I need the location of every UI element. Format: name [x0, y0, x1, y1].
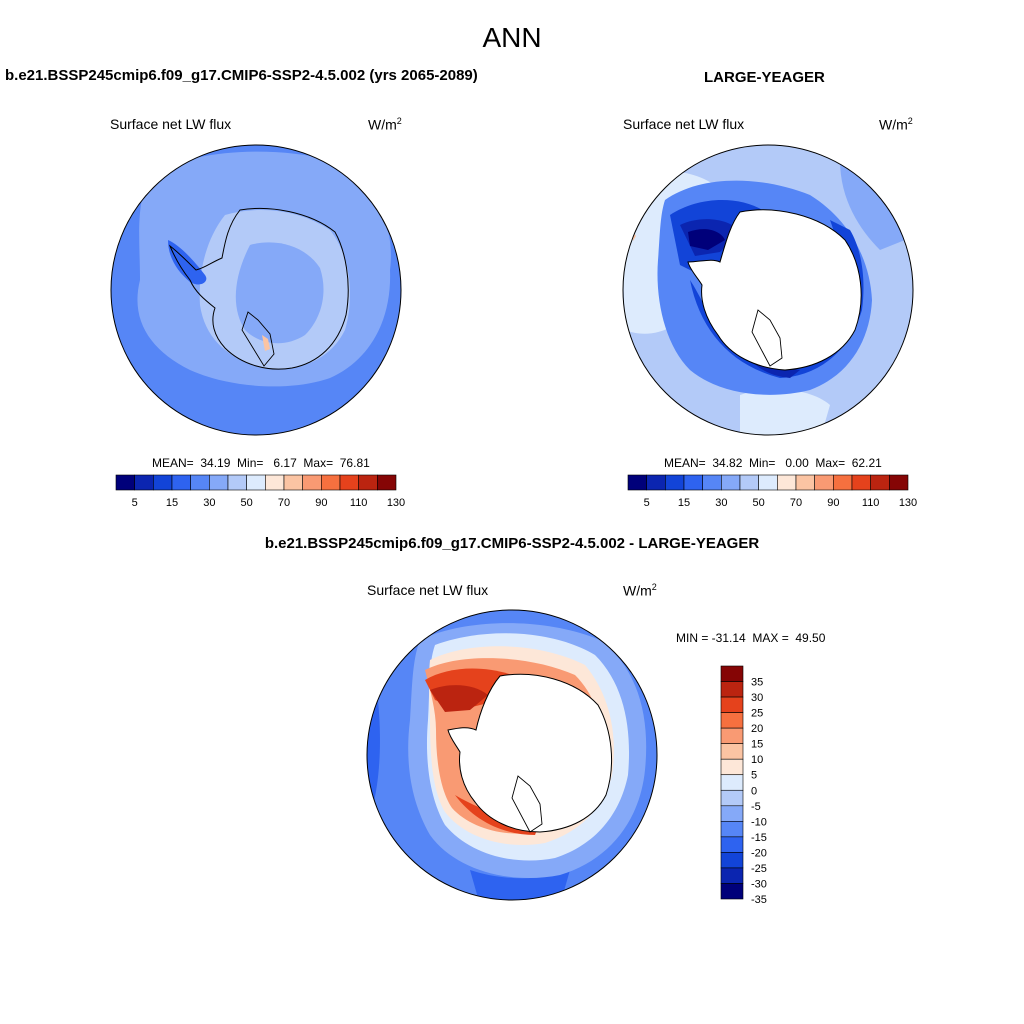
- diff-panel-header: b.e21.BSSP245cmip6.f09_g17.CMIP6-SSP2-4.…: [264, 535, 760, 552]
- diff-variable-label: Surface net LW flux: [367, 582, 489, 598]
- obs-colorbar-swatch: [777, 474, 797, 491]
- model-colorbar-tick-label: 130: [387, 497, 405, 509]
- obs-colorbar-tick-label: 70: [790, 497, 802, 509]
- diff-map-border: [366, 609, 658, 901]
- obs-polar-map: [623, 145, 913, 435]
- obs-units-label: W/m2: [879, 116, 913, 133]
- model-colorbar-swatch: [283, 474, 303, 491]
- obs-colorbar-swatch: [683, 474, 703, 491]
- obs-colorbar-swatch: [739, 474, 759, 491]
- diff-colorbar-swatch: [720, 774, 744, 791]
- diff-colorbar-tick-label: 5: [751, 770, 757, 782]
- obs-colorbar-swatch: [795, 474, 815, 491]
- model-colorbar-tick-label: 15: [166, 497, 178, 509]
- model-colorbar-tick-label: 70: [278, 497, 290, 509]
- diff-colorbar-tick-label: 20: [751, 723, 763, 735]
- obs-colorbar-tick-label: 15: [678, 497, 690, 509]
- diff-colorbar-tick-label: 10: [751, 754, 763, 766]
- obs-colorbar-swatch: [870, 474, 890, 491]
- obs-colorbar-swatch: [702, 474, 722, 491]
- model-colorbar-swatch: [302, 474, 322, 491]
- obs-colorbar-swatch: [646, 474, 666, 491]
- obs-colorbar: 5 15 30 50 70 90 110 130: [627, 474, 917, 509]
- diff-colorbar-tick-label: -25: [751, 863, 767, 875]
- diff-colorbar-tick-label: 25: [751, 708, 763, 720]
- model-colorbar-swatch: [377, 474, 397, 491]
- model-stats: MEAN= 34.19 Min= 6.17 Max= 76.81: [152, 456, 370, 470]
- model-colorbar-swatch: [115, 474, 135, 491]
- model-colorbar-swatch: [265, 474, 285, 491]
- diff-colorbar-tick-label: -10: [751, 816, 767, 828]
- obs-colorbar-tick-label: 130: [899, 497, 917, 509]
- obs-colorbar-swatch: [889, 474, 909, 491]
- model-colorbar-swatch: [134, 474, 154, 491]
- obs-colorbar-swatch: [758, 474, 778, 491]
- model-colorbar-swatch: [358, 474, 378, 491]
- model-colorbar-swatch: [209, 474, 229, 491]
- obs-map-border: [622, 144, 914, 436]
- page-title: ANN: [482, 22, 542, 53]
- model-polar-map: [111, 145, 401, 435]
- diff-stats: MIN = -31.14 MAX = 49.50: [676, 631, 826, 645]
- diff-polar-map: [367, 610, 657, 900]
- diff-colorbar-swatch: [720, 805, 744, 822]
- obs-colorbar-swatch: [814, 474, 834, 491]
- diff-colorbar-tick-label: -20: [751, 847, 767, 859]
- obs-colorbar-swatch: [833, 474, 853, 491]
- diff-colorbar-swatch: [720, 743, 744, 760]
- model-colorbar-swatch: [171, 474, 191, 491]
- diff-units-label: W/m2: [623, 582, 657, 599]
- diff-colorbar-swatch: [720, 852, 744, 869]
- model-colorbar-swatch: [227, 474, 247, 491]
- model-colorbar-swatch: [339, 474, 359, 491]
- model-colorbar-swatch: [246, 474, 266, 491]
- obs-colorbar-swatch: [721, 474, 741, 491]
- diff-colorbar-swatch: [720, 821, 744, 838]
- diff-colorbar-tick-label: -5: [751, 801, 761, 813]
- model-panel-header: b.e21.BSSP245cmip6.f09_g17.CMIP6-SSP2-4.…: [5, 67, 478, 84]
- model-colorbar-swatch: [190, 474, 210, 491]
- diff-colorbar-tick-label: 0: [751, 785, 757, 797]
- model-colorbar-swatch: [321, 474, 341, 491]
- model-variable-label: Surface net LW flux: [110, 116, 232, 132]
- diff-colorbar-swatch: [720, 883, 744, 900]
- diff-colorbar-swatch: [720, 681, 744, 698]
- model-colorbar-tick-label: 110: [350, 497, 368, 509]
- diff-colorbar-tick-label: 15: [751, 739, 763, 751]
- diff-colorbar-swatch: [720, 665, 744, 682]
- model-colorbar-tick-label: 50: [241, 497, 253, 509]
- model-colorbar-swatch: [153, 474, 173, 491]
- diff-colorbar-tick-label: 35: [751, 677, 763, 689]
- model-units-label: W/m2: [368, 116, 402, 133]
- diff-colorbar-swatch: [720, 789, 744, 807]
- obs-colorbar-tick-label: 110: [862, 497, 880, 509]
- diff-colorbar-tick-label: -15: [751, 832, 767, 844]
- obs-colorbar-tick-label: 90: [827, 497, 839, 509]
- obs-colorbar-tick-label: 30: [715, 497, 727, 509]
- obs-colorbar-tick-label: 5: [644, 497, 650, 509]
- obs-stats: MEAN= 34.82 Min= 0.00 Max= 62.21: [664, 456, 882, 470]
- diff-colorbar-swatch: [720, 712, 744, 729]
- diff-colorbar-swatch: [720, 836, 744, 853]
- diff-colorbar-tick-label: 30: [751, 692, 763, 704]
- model-map-border: [110, 144, 402, 436]
- diff-colorbar: 35 30 25 20 15 10 5 0 -5 -10 -15 -20 -25 -30 -35: [720, 665, 767, 906]
- obs-panel-header: LARGE-YEAGER: [704, 69, 825, 86]
- diff-colorbar-swatch: [720, 696, 744, 713]
- model-colorbar-tick-label: 5: [132, 497, 138, 509]
- diff-colorbar-swatch: [720, 758, 744, 776]
- obs-colorbar-swatch: [851, 474, 871, 491]
- model-colorbar: 5 15 30 50 70 90 110 130: [115, 474, 405, 509]
- diff-colorbar-tick-label: -30: [751, 878, 767, 890]
- diff-colorbar-swatch: [720, 727, 744, 744]
- model-colorbar-tick-label: 30: [203, 497, 215, 509]
- obs-colorbar-swatch: [627, 474, 647, 491]
- diff-colorbar-swatch: [720, 867, 744, 884]
- obs-variable-label: Surface net LW flux: [623, 116, 745, 132]
- model-colorbar-tick-label: 90: [315, 497, 327, 509]
- obs-colorbar-tick-label: 50: [753, 497, 765, 509]
- obs-colorbar-swatch: [665, 474, 685, 491]
- diff-colorbar-tick-label: -35: [751, 894, 767, 906]
